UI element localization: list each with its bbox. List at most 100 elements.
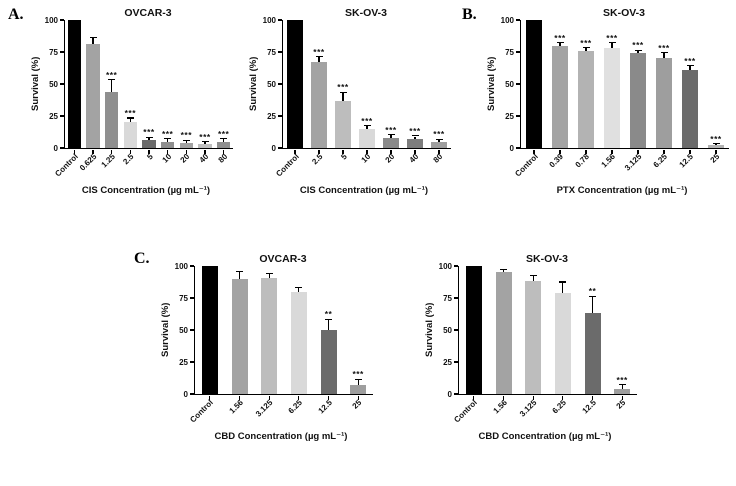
x-tick-label: 10 xyxy=(359,152,373,165)
error-bar-cap xyxy=(500,268,507,270)
y-tick-label: 50 xyxy=(505,79,514,89)
chart-ovcar3-cbd: OVCAR-3 Survival (%) 0 25 50 75 100 ** *** Contro… xyxy=(160,252,376,442)
y-tick-label: 75 xyxy=(443,293,452,303)
bar xyxy=(179,142,194,148)
x-axis-labels: Control 1.56 3.125 6.25 12.5 25 xyxy=(189,395,372,433)
error-bar-cap xyxy=(126,117,134,119)
y-tick-mark xyxy=(454,265,458,267)
x-tick-label: Control xyxy=(452,398,480,425)
y-tick-label: 100 xyxy=(174,261,188,271)
error-bar-cap xyxy=(660,52,668,54)
x-tick-mark xyxy=(585,149,587,154)
x-axis-labels: Control 2.5 5 10 20 40 80 xyxy=(274,149,450,187)
bar xyxy=(104,91,119,148)
chart-ovcar3-cis: OVCAR-3 Survival (%) 0 25 50 75 100 *** *** *** **… xyxy=(30,6,236,196)
chart-body: Survival (%) 0 25 50 75 100 *** *** *** *** *** ***… xyxy=(30,16,236,154)
x-tick-label: 10 xyxy=(160,152,174,165)
error-bar xyxy=(327,319,330,330)
chart-body: Survival (%) 0 25 50 75 100 *** *** *** *** *** ***… xyxy=(486,16,732,154)
error-bar xyxy=(559,43,561,46)
bar xyxy=(67,20,82,148)
y-axis-ticks: 0 25 50 75 100 xyxy=(438,262,458,399)
y-tick-label: 75 xyxy=(49,47,58,57)
error-bar xyxy=(342,92,344,101)
error-bar-cap xyxy=(220,137,228,140)
significance-label: *** xyxy=(161,128,174,139)
significance-label: *** xyxy=(352,369,364,380)
x-tick-mark xyxy=(129,149,131,154)
y-axis-label: Survival (%) xyxy=(30,56,41,112)
y-tick-mark xyxy=(60,147,64,149)
bar xyxy=(604,48,620,148)
significance-label: ** xyxy=(588,286,597,297)
x-tick-label: 6.25 xyxy=(286,398,305,416)
x-tick-label: Control xyxy=(273,152,301,179)
error-bar xyxy=(223,139,225,142)
x-tick-mark xyxy=(238,395,241,400)
significance-label: *** xyxy=(433,129,445,140)
error-bar-cap xyxy=(634,49,642,51)
x-tick-mark xyxy=(438,149,440,154)
x-axis-labels: Control 0.625 1.25 2.5 5 10 20 40 80 xyxy=(53,149,232,187)
error-bar-cap xyxy=(325,318,332,320)
bar xyxy=(290,291,307,394)
bar xyxy=(708,145,724,148)
y-tick-label: 25 xyxy=(49,111,58,121)
y-tick-mark xyxy=(454,361,458,363)
x-tick-mark xyxy=(223,149,225,154)
error-bar-cap xyxy=(529,275,537,277)
y-tick-label: 0 xyxy=(447,389,452,399)
x-tick-label: 3.125 xyxy=(518,398,539,419)
x-tick-mark xyxy=(318,149,320,154)
error-bar xyxy=(611,43,613,49)
y-tick-mark xyxy=(60,19,64,21)
x-tick-mark xyxy=(637,149,639,154)
chart-skov3-cis: SK-OV-3 Survival (%) 0 25 50 75 100 *** *** *** **… xyxy=(248,6,454,196)
x-tick-mark xyxy=(298,395,300,400)
y-tick-mark xyxy=(190,265,194,267)
error-bar-cap xyxy=(295,286,303,288)
error-bar-cap xyxy=(182,139,190,141)
x-axis-title: CIS Concentration (µg mL⁻¹) xyxy=(81,185,211,196)
bar xyxy=(682,69,698,148)
y-tick-mark xyxy=(516,83,520,85)
x-tick-label: 0.78 xyxy=(573,152,592,170)
x-tick-mark xyxy=(414,149,416,154)
x-tick-mark xyxy=(268,395,270,400)
error-bar xyxy=(502,269,505,273)
error-bar xyxy=(357,379,359,386)
y-tick-mark xyxy=(454,297,458,299)
error-bar-cap xyxy=(435,138,443,140)
chart-body: Survival (%) 0 25 50 75 100 *** *** *** *** *** *** xyxy=(248,16,454,154)
bar xyxy=(311,62,327,148)
error-bar xyxy=(238,272,241,279)
y-tick-mark xyxy=(516,147,520,149)
panel-c-label: C. xyxy=(134,250,150,267)
y-tick-mark xyxy=(278,51,282,53)
chart-title: OVCAR-3 xyxy=(259,253,307,265)
y-axis-label: Survival (%) xyxy=(160,302,171,358)
y-tick-mark xyxy=(190,329,194,331)
bar xyxy=(552,45,568,148)
y-tick-label: 100 xyxy=(500,15,514,25)
y-tick-label: 75 xyxy=(505,47,514,57)
error-bar-cap xyxy=(145,136,153,138)
error-bar-cap xyxy=(108,78,116,81)
error-bar xyxy=(129,118,131,123)
x-tick-mark xyxy=(342,149,344,154)
error-bar xyxy=(438,139,440,142)
x-tick-mark xyxy=(111,149,113,154)
x-tick-label: 6.25 xyxy=(550,398,569,416)
y-tick-mark xyxy=(516,115,520,117)
x-tick-label: 80 xyxy=(216,152,230,165)
significance-label: *** xyxy=(124,108,137,119)
significance-label: *** xyxy=(580,37,592,48)
x-tick-label: 25 xyxy=(350,398,364,411)
x-tick-mark xyxy=(621,395,623,400)
y-tick-mark xyxy=(454,329,458,331)
x-tick-label: Control xyxy=(188,398,216,425)
significance-label: *** xyxy=(180,130,193,141)
plot-area: *** *** *** *** *** *** *** xyxy=(64,20,233,154)
bar xyxy=(526,20,542,148)
y-tick-label: 0 xyxy=(271,143,276,153)
